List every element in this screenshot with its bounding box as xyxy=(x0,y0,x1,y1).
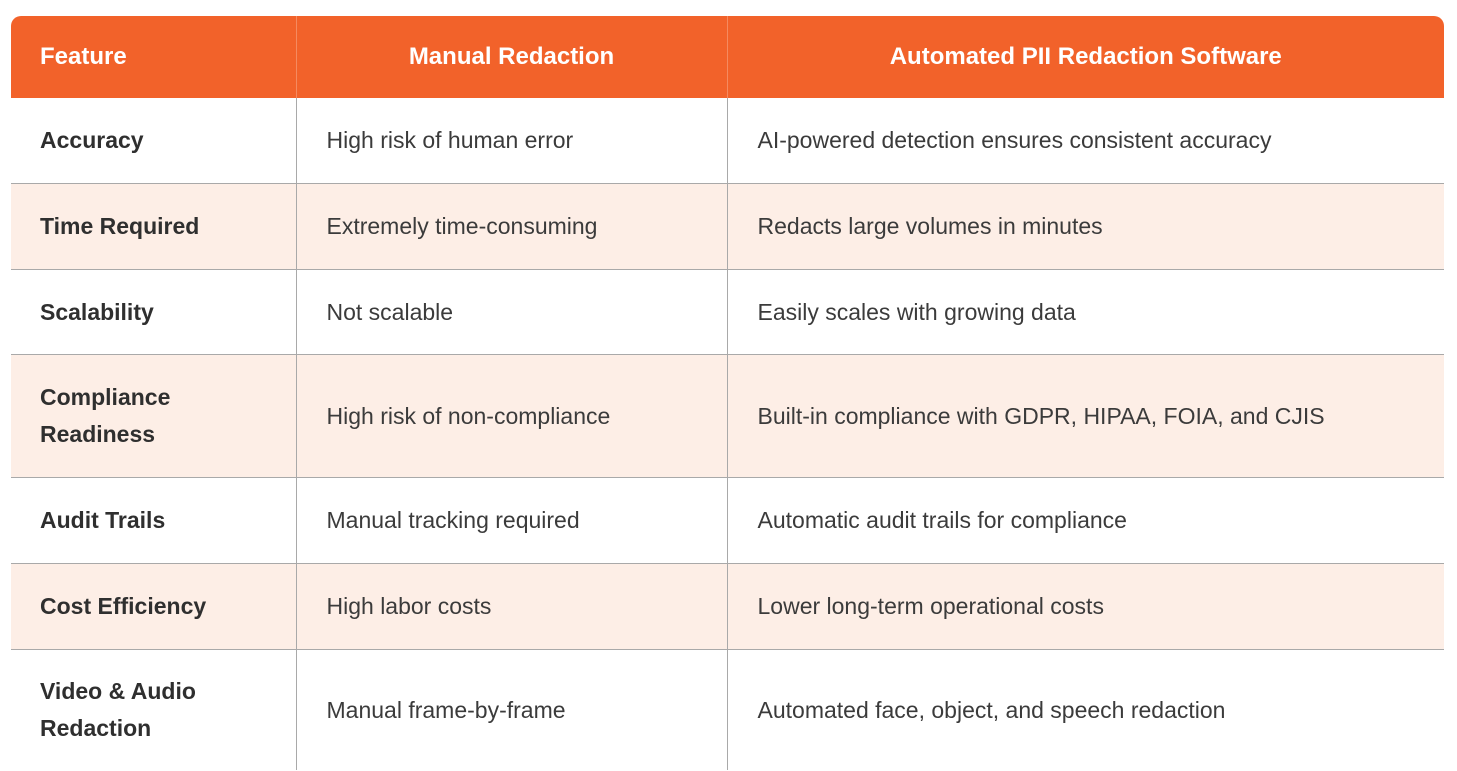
automated-cell: Redacts large volumes in minutes xyxy=(726,183,1444,270)
feature-cell: Audit Trails xyxy=(11,477,296,564)
automated-cell: Built-in compliance with GDPR, HIPAA, FO… xyxy=(726,354,1444,478)
feature-cell: Compliance Readiness xyxy=(11,354,296,478)
table-header: Feature Manual Redaction Automated PII R… xyxy=(11,16,1444,98)
manual-cell: High risk of non-compliance xyxy=(295,354,727,478)
manual-cell: Not scalable xyxy=(295,269,727,355)
comparison-table: Feature Manual Redaction Automated PII R… xyxy=(11,16,1444,770)
automated-cell: Easily scales with growing data xyxy=(726,269,1444,355)
table-row: Video & Audio Redaction Manual frame-by-… xyxy=(11,649,1444,770)
table-row: Audit Trails Manual tracking required Au… xyxy=(11,477,1444,564)
automated-cell: Automated face, object, and speech redac… xyxy=(726,649,1444,770)
manual-cell: Manual tracking required xyxy=(295,477,727,564)
table-row: Accuracy High risk of human error AI-pow… xyxy=(11,98,1444,184)
table-row: Compliance Readiness High risk of non-co… xyxy=(11,354,1444,478)
header-row: Feature Manual Redaction Automated PII R… xyxy=(11,16,1444,98)
manual-cell: Extremely time-consuming xyxy=(295,183,727,270)
table-row: Scalability Not scalable Easily scales w… xyxy=(11,269,1444,355)
automated-cell: Lower long-term operational costs xyxy=(726,563,1444,650)
header-manual-redaction: Manual Redaction xyxy=(295,16,727,98)
automated-cell: Automatic audit trails for compliance xyxy=(726,477,1444,564)
manual-cell: High risk of human error xyxy=(295,98,727,184)
table-row: Cost Efficiency High labor costs Lower l… xyxy=(11,563,1444,650)
comparison-table-wrapper: Feature Manual Redaction Automated PII R… xyxy=(11,16,1444,770)
feature-cell: Accuracy xyxy=(11,98,296,184)
manual-cell: High labor costs xyxy=(295,563,727,650)
header-feature: Feature xyxy=(11,16,296,98)
automated-cell: AI-powered detection ensures consistent … xyxy=(726,98,1444,184)
table-body: Accuracy High risk of human error AI-pow… xyxy=(11,98,1444,770)
table-row: Time Required Extremely time-consuming R… xyxy=(11,183,1444,270)
feature-cell: Time Required xyxy=(11,183,296,270)
manual-cell: Manual frame-by-frame xyxy=(295,649,727,770)
header-automated-software: Automated PII Redaction Software xyxy=(726,16,1444,98)
feature-cell: Video & Audio Redaction xyxy=(11,649,296,770)
feature-cell: Cost Efficiency xyxy=(11,563,296,650)
feature-cell: Scalability xyxy=(11,269,296,355)
